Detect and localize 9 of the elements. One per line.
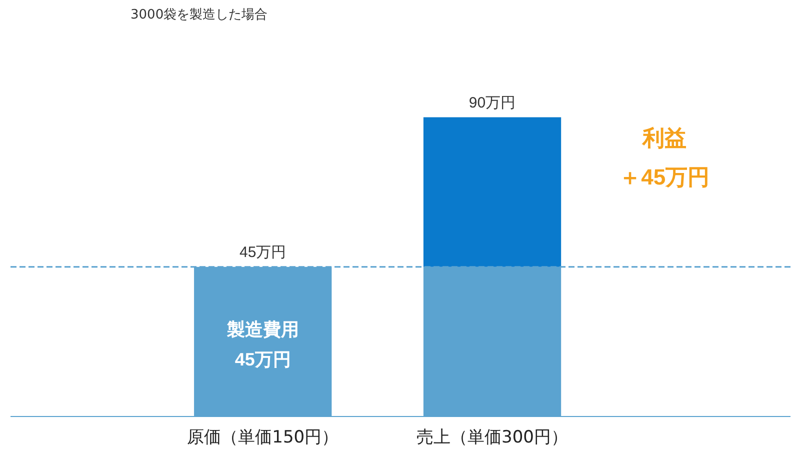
chart-title: 3000袋を製造した場合 — [130, 8, 268, 22]
annotation: ＋45万円 — [619, 164, 710, 190]
x-tick-label: 売上（単価300円） — [416, 428, 568, 448]
x-tick-label: 原価（単価150円） — [187, 428, 339, 448]
annotation: 製造費用 — [226, 320, 299, 340]
text: 90万円 — [468, 94, 516, 112]
annotation: 45万円 — [240, 244, 286, 261]
annotation: 45万円 — [234, 350, 291, 370]
annotation: 利益 — [641, 126, 686, 151]
